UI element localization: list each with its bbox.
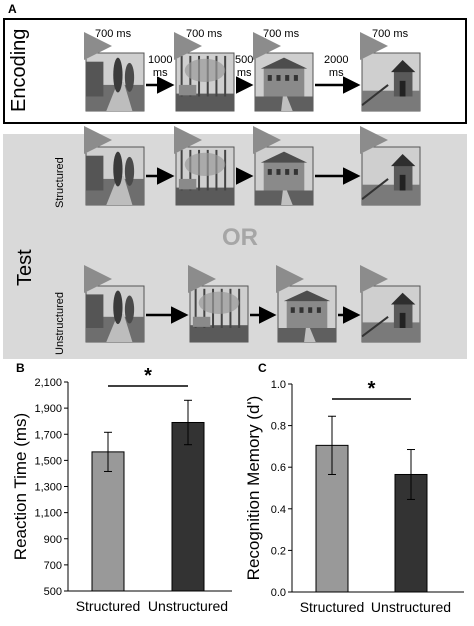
- stone-house-photo: [254, 52, 314, 112]
- structured-bar: [91, 451, 125, 592]
- y-axis-label: Recognition Memory (d'): [244, 396, 263, 581]
- wooded-yard-photo: [175, 146, 235, 206]
- wooded-yard-photo: [189, 285, 249, 343]
- y-tick-label: 0.4: [271, 504, 286, 516]
- y-tick-label: 1,700: [34, 429, 62, 441]
- encoding-box: [3, 18, 467, 124]
- garden-path-photo: [85, 285, 145, 343]
- structured-bar: [315, 444, 349, 593]
- paradigm-figure: [84, 32, 421, 343]
- or-label: OR: [222, 224, 258, 251]
- y-tick-label: 1.0: [271, 379, 286, 391]
- garden-path-photo: [85, 52, 145, 112]
- isi-label: 1000 ms: [148, 54, 173, 79]
- unstructured-bar: [171, 421, 205, 592]
- recognition-memory-chart: 0.0 0.2 0.4 0.6 0.8 1.0 Recognition Memory (d'…: [244, 378, 464, 615]
- y-tick-label: 0.8: [271, 421, 286, 433]
- y-tick-label: 1,900: [34, 403, 62, 415]
- panel-letter-a: A: [8, 2, 17, 16]
- isi-label: 500 ms: [235, 54, 254, 79]
- x-tick-label: Unstructured: [148, 598, 228, 614]
- y-tick-label: 0.2: [271, 545, 286, 557]
- y-axis-label: Reaction Time (ms): [11, 413, 30, 560]
- y-tick-label: 900: [44, 534, 62, 546]
- isi-label: 2000 ms: [324, 54, 349, 79]
- y-tick-label: 2,100: [34, 377, 62, 389]
- y-tick-label: 1,500: [34, 455, 62, 467]
- significance-star: *: [368, 378, 376, 400]
- wooden-shed-photo: [361, 285, 421, 343]
- y-tick-label: 1,300: [34, 482, 62, 494]
- panel-letter-c: C: [258, 361, 267, 375]
- panel-letter-b: B: [16, 361, 25, 375]
- y-tick-label: 0.0: [271, 587, 286, 599]
- x-tick-label: Structured: [76, 598, 141, 614]
- y-tick-label: 500: [44, 586, 62, 598]
- y-tick-label: 0.6: [271, 462, 286, 474]
- wooded-yard-photo: [175, 52, 235, 112]
- y-tick-label: 700: [44, 560, 62, 572]
- stone-house-photo: [277, 285, 337, 343]
- wooden-shed-photo: [361, 146, 421, 206]
- x-tick-label: Unstructured: [371, 599, 451, 615]
- x-tick-label: Structured: [300, 599, 365, 615]
- significance-star: *: [144, 365, 152, 387]
- reaction-time-chart: 500 700 900 1,100 1,300 1,500 1,700 1,900 2,100 R…: [11, 365, 232, 614]
- y-tick-label: 1,100: [34, 508, 62, 520]
- wooden-shed-photo: [361, 52, 421, 112]
- stone-house-photo: [254, 146, 314, 206]
- garden-path-photo: [85, 146, 145, 206]
